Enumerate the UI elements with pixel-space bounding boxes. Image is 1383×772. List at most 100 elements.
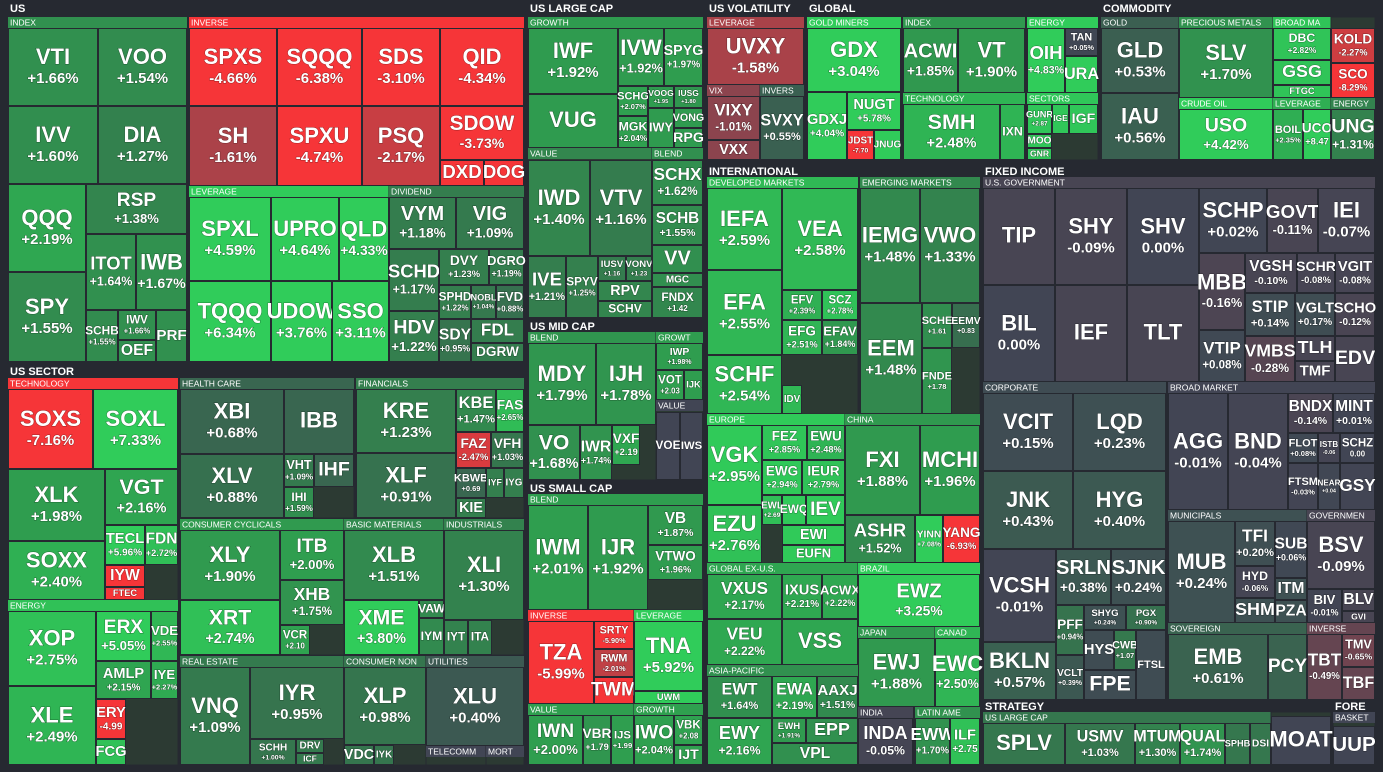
tile — [858, 718, 913, 765]
section-title: INDEX — [10, 17, 36, 27]
tile-name: EFV — [791, 294, 814, 306]
tile-change: +1.98% — [31, 508, 82, 525]
section-title: BLEND — [654, 148, 682, 158]
tile-change: +0.01% — [1336, 415, 1373, 427]
tile-change: +1.66% — [124, 326, 151, 335]
tile — [440, 106, 524, 160]
tile-name: BIL — [1001, 310, 1036, 335]
tile-name: IYF — [488, 477, 502, 487]
tile-change: +2.49% — [26, 729, 77, 746]
tile-change: -3.10% — [377, 70, 425, 87]
tile-change: +5.78% — [857, 114, 891, 125]
tile-change: +2.48% — [810, 444, 841, 454]
tile-name: IJT — [678, 747, 699, 763]
section-header — [858, 563, 980, 574]
tile-change: +1.31% — [1332, 138, 1374, 152]
tile-name: VTWO — [655, 549, 696, 564]
tile-name: VOT — [658, 374, 682, 386]
section-header — [356, 378, 524, 389]
tile-name: SCHD — [388, 260, 440, 281]
tile-name: UDOW — [267, 298, 337, 323]
tile-name: IBB — [300, 407, 338, 432]
tile — [471, 285, 496, 319]
section-header — [180, 378, 354, 389]
tile — [782, 495, 806, 525]
tile — [847, 130, 874, 160]
tile-name: DBC — [1289, 31, 1316, 45]
tile — [528, 160, 590, 256]
tile-name: VGT — [119, 475, 163, 499]
tile-change: -2.27% — [1338, 47, 1367, 57]
tile-name: VTV — [600, 185, 643, 210]
group-title: US — [10, 3, 25, 15]
section-header — [180, 656, 344, 667]
tile-name: SLV — [1205, 40, 1246, 65]
tile-name: XLY — [210, 542, 251, 567]
tile-name: UUP — [1332, 733, 1376, 756]
tile — [920, 188, 980, 303]
tile-name: ASHR — [854, 519, 906, 540]
section-header — [634, 610, 703, 621]
tile — [439, 319, 471, 362]
tile-name: AMLP — [103, 666, 145, 682]
tile-name: EFA — [723, 289, 766, 314]
tile-name: USMV — [1077, 728, 1124, 746]
tile-change: +1.74% — [1184, 747, 1222, 759]
tile-name: SVXY — [760, 112, 803, 130]
tile-name: PSQ — [378, 123, 424, 148]
section-title: SOVEREIGN — [1170, 623, 1221, 633]
tile-name: XME — [359, 606, 405, 629]
tile — [596, 343, 656, 425]
tile-change: +2.16% — [117, 501, 167, 517]
tile-change: -4.34% — [458, 70, 506, 87]
tile-name: IVE — [532, 269, 562, 290]
tile — [1179, 109, 1273, 160]
tile-change: +6.34% — [204, 325, 255, 342]
tile — [362, 28, 440, 106]
tile-change: +1.62% — [657, 184, 698, 198]
tile — [674, 715, 703, 745]
tile — [922, 303, 952, 348]
section-title: LEVERAGE — [1275, 98, 1321, 108]
tile — [528, 343, 596, 425]
tile-name: XLP — [364, 683, 407, 708]
tile-change: +4.59% — [204, 242, 255, 259]
tile — [652, 160, 703, 205]
tile-change: +1.55% — [21, 320, 72, 337]
tile — [8, 28, 98, 106]
section-header — [180, 519, 344, 530]
tile-change: -6.38% — [296, 70, 344, 87]
tile-change: +1.88% — [857, 473, 908, 490]
tile-name: SCHP — [1202, 197, 1263, 222]
tile — [1056, 605, 1084, 655]
tile-name: IHF — [318, 459, 350, 481]
tile-change: -0.01% — [996, 599, 1044, 616]
group-title: US LARGE CAP — [530, 3, 613, 15]
tile-name: EWW — [911, 724, 956, 744]
tile-name: VV — [664, 247, 691, 269]
tile — [612, 425, 640, 465]
tile — [858, 574, 980, 627]
tile-change: +1.23% — [380, 424, 431, 441]
tile-change: -0.09% — [1317, 558, 1365, 575]
tile-change: +1.85% — [907, 63, 954, 78]
tile-change: +1.79 — [585, 742, 609, 752]
section-header — [915, 707, 980, 718]
tile-name: CWB — [1112, 639, 1138, 651]
tile-change: +0.95% — [271, 706, 322, 723]
tile-name: XLK — [35, 482, 79, 507]
tile-name: BLV — [1343, 591, 1374, 608]
section-title: INDEX — [905, 17, 931, 27]
tile-change: +0.04 — [1322, 488, 1337, 494]
section-header — [807, 17, 901, 28]
tile-change: -4.66% — [209, 70, 257, 87]
tile-change: +1.00% — [261, 754, 284, 761]
tile — [96, 611, 151, 661]
tile-name: FLOT — [1289, 437, 1318, 449]
tile — [296, 739, 324, 753]
tile-change: +4.64% — [279, 242, 330, 259]
tile-name: HDV — [393, 317, 434, 339]
tile-name: XLV — [211, 463, 252, 488]
tile-name: SPYV — [566, 274, 598, 288]
tile-change: +1.38% — [114, 211, 159, 226]
